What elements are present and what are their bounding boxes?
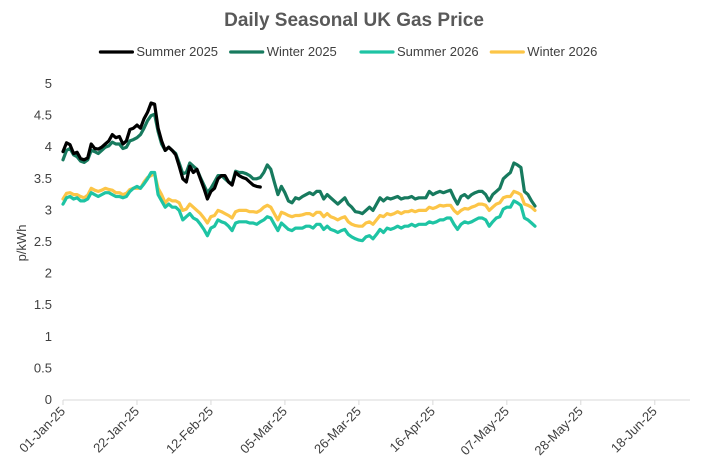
y-tick-label: 2.5: [34, 234, 52, 249]
x-tick-label: 12-Feb-25: [163, 404, 216, 457]
plot-area: [61, 101, 537, 243]
x-tick-label: 18-Jun-25: [608, 404, 660, 456]
chart-title: Daily Seasonal UK Gas Price: [224, 10, 484, 31]
y-tick-label: 4: [45, 139, 52, 154]
y-tick-label: 4.5: [34, 108, 52, 123]
y-tick-label: 0.5: [34, 360, 52, 375]
x-tick-label: 07-May-25: [457, 404, 512, 459]
legend-label: Winter 2025: [267, 44, 337, 59]
y-tick-label: 5: [45, 76, 52, 91]
legend-label: Summer 2025: [136, 44, 218, 59]
legend: Summer 2025 Winter 2025 Summer 2026 Winter …: [98, 44, 597, 59]
legend-label: Summer 2026: [397, 44, 479, 59]
x-tick-label: 16-Apr-25: [386, 404, 437, 455]
y-tick-label: 1: [45, 329, 52, 344]
series-line-winter-2025: [61, 112, 537, 216]
series-line-summer-2026: [61, 170, 537, 243]
y-tick-label: 3: [45, 202, 52, 217]
x-tick-label: 05-Mar-25: [237, 404, 290, 457]
y-tick-label: 3.5: [34, 171, 52, 186]
y-axis: 0 0.5 1 1.5 2 2.5 3 3.5 4 4.5 5: [34, 76, 52, 407]
x-tick-label: 22-Jan-25: [90, 404, 142, 456]
x-axis: 01-Jan-25 22-Jan-25 12-Feb-25 05-Mar-25 26-M…: [16, 399, 690, 459]
x-tick-label: 26-Mar-25: [311, 404, 364, 457]
x-tick-label: 28-May-25: [531, 404, 586, 459]
series-line-summer-2025: [61, 101, 262, 201]
y-tick-label: 2: [45, 266, 52, 281]
y-tick-label: 0: [45, 392, 52, 407]
legend-label: Winter 2026: [527, 44, 597, 59]
y-axis-title: p/kWh: [14, 225, 29, 262]
x-tick-label: 01-Jan-25: [16, 404, 68, 456]
y-tick-label: 1.5: [34, 297, 52, 312]
